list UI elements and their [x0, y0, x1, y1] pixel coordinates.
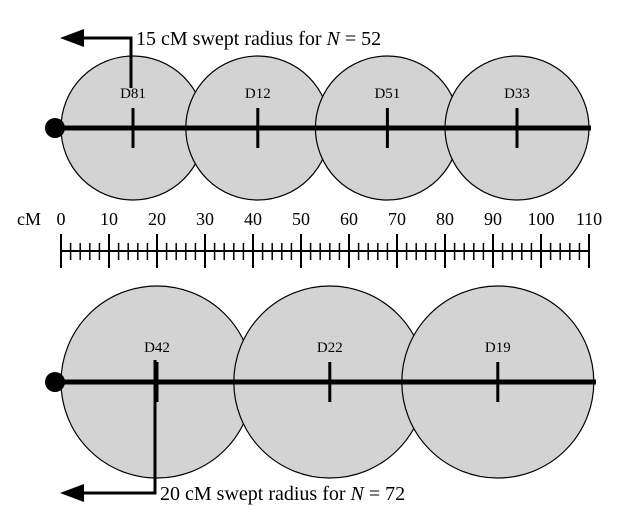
bottom-marker-label: D19 — [485, 340, 511, 356]
scale-number: 110 — [576, 209, 602, 229]
scale-number: 80 — [436, 209, 454, 229]
scale-number: 100 — [528, 209, 555, 229]
bottom-callout-arrowhead — [60, 484, 84, 502]
bottom-marker-label: D22 — [317, 340, 343, 356]
scale-numbers: 0 10 20 30 40 50 60 70 80 90 100 110 — [57, 209, 603, 229]
scale-number: 40 — [244, 209, 262, 229]
top-marker-label: D51 — [374, 86, 400, 102]
scale-number: 30 — [196, 209, 214, 229]
bottom-callout-line — [82, 360, 157, 495]
scale-number: 0 — [57, 209, 66, 229]
top-panel: D81 D12 D51 D33 15 cM swept radius for N = … — [45, 28, 591, 201]
bottom-caption: 20 cM swept radius for N = 72 — [160, 483, 405, 505]
top-marker-label: D12 — [245, 86, 271, 102]
top-centromere-dot — [45, 118, 65, 138]
scale-unit-label: cM — [17, 209, 41, 229]
scale-number: 60 — [340, 209, 358, 229]
scale-number: 50 — [292, 209, 310, 229]
cm-scale: cM 0 10 20 30 40 50 60 70 80 90 100 110 — [17, 209, 602, 268]
top-marker-label: D81 — [120, 86, 146, 102]
scale-ticks — [60, 234, 590, 268]
scale-number: 70 — [388, 209, 406, 229]
bottom-panel: D42 D22 D19 20 cM swept radius for N = 72 — [45, 285, 596, 505]
top-callout-arrowhead — [60, 29, 84, 47]
bottom-marker-label: D42 — [144, 340, 170, 356]
scale-number: 90 — [484, 209, 502, 229]
scale-number: 20 — [148, 209, 166, 229]
scale-number: 10 — [100, 209, 118, 229]
top-caption: 15 cM swept radius for N = 52 — [136, 28, 381, 50]
bottom-markers: D42 D22 D19 — [144, 340, 511, 402]
top-markers: D81 D12 D51 D33 — [120, 86, 530, 148]
top-marker-label: D33 — [504, 86, 530, 102]
bottom-centromere-dot — [45, 372, 65, 392]
top-callout-line — [82, 36, 133, 88]
